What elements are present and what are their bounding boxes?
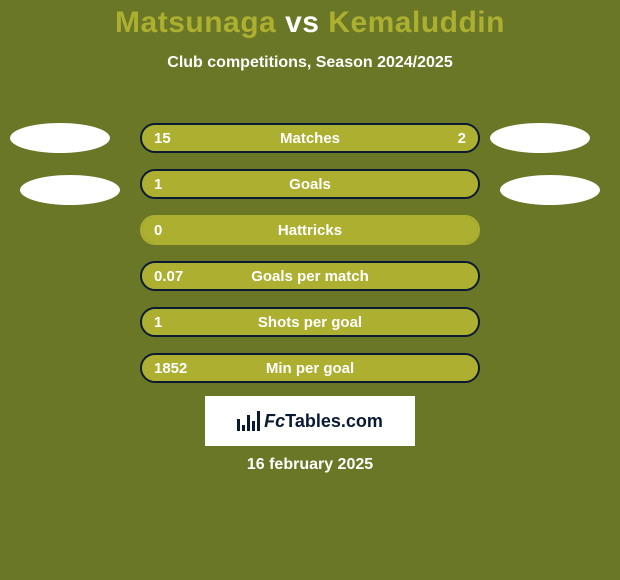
player1-avatar-top xyxy=(10,123,110,153)
stat-bar-p1 xyxy=(142,263,478,289)
stat-row-hattricks: 0 Hattricks xyxy=(140,215,480,245)
player1-avatar-bottom xyxy=(20,175,120,205)
player2-avatar-top xyxy=(490,123,590,153)
vs-separator: vs xyxy=(276,6,328,39)
stat-value-p1: 1 xyxy=(154,309,162,335)
stats-card: Matsunaga vs Kemaluddin Club competition… xyxy=(0,0,620,580)
stat-bar-p1 xyxy=(142,309,478,335)
stat-row-goals-per-match: 0.07 Goals per match xyxy=(140,261,480,291)
subtitle: Club competitions, Season 2024/2025 xyxy=(0,54,620,72)
stat-row-shots-per-goal: 1 Shots per goal xyxy=(140,307,480,337)
stat-value-p1: 15 xyxy=(154,125,171,151)
fctables-logo: FcTables.com xyxy=(205,396,415,446)
stat-value-p1: 0 xyxy=(154,217,162,243)
logo-text: FcTables.com xyxy=(264,411,383,432)
stat-bar-p2 xyxy=(411,125,478,151)
stat-row-goals: 1 Goals xyxy=(140,169,480,199)
stat-bar-p1 xyxy=(142,355,478,381)
stat-bar-p1 xyxy=(142,125,411,151)
stat-bar-p1 xyxy=(142,171,478,197)
stat-value-p1: 1 xyxy=(154,171,162,197)
logo-prefix: Fc xyxy=(264,411,285,431)
stat-row-matches: 15 2 Matches xyxy=(140,123,480,153)
stat-value-p1: 1852 xyxy=(154,355,187,381)
stat-bar-p1 xyxy=(142,217,478,243)
logo-bars-icon xyxy=(237,411,260,431)
logo-rest: Tables.com xyxy=(285,411,383,431)
player2-avatar-bottom xyxy=(500,175,600,205)
footer-date: 16 february 2025 xyxy=(0,456,620,474)
stat-value-p2: 2 xyxy=(458,125,466,151)
player2-name: Kemaluddin xyxy=(328,6,505,39)
stat-row-min-per-goal: 1852 Min per goal xyxy=(140,353,480,383)
page-title: Matsunaga vs Kemaluddin xyxy=(0,0,620,40)
player1-name: Matsunaga xyxy=(115,6,276,39)
stat-value-p1: 0.07 xyxy=(154,263,183,289)
